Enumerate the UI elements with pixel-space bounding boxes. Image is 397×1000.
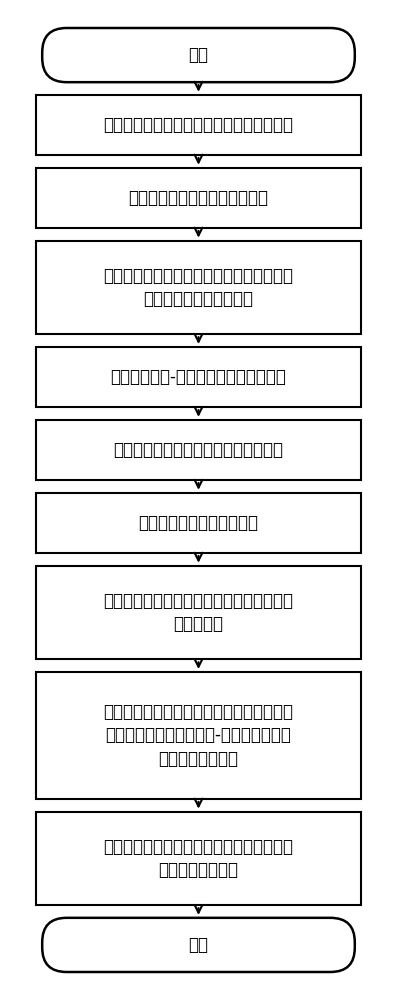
- Text: 搭建以所有园区总运行成本最小化为目标的
考虑阶梯气价的多区域电-气耦合综合能源
系统优化调度模型: 搭建以所有园区总运行成本最小化为目标的 考虑阶梯气价的多区域电-气耦合综合能源 …: [104, 703, 293, 768]
- FancyBboxPatch shape: [42, 28, 355, 82]
- Text: 结束: 结束: [189, 936, 208, 954]
- Text: 输入压缩机线性化分段数与耗气量系数: 输入压缩机线性化分段数与耗气量系数: [114, 441, 283, 459]
- Text: 输入功能园区个数、种类、配能网络参数与
天然气潮流线性化分段数: 输入功能园区个数、种类、配能网络参数与 天然气潮流线性化分段数: [104, 267, 293, 308]
- Bar: [36, 241, 361, 334]
- FancyBboxPatch shape: [42, 918, 355, 972]
- Bar: [36, 420, 361, 480]
- Text: 搭建区域内冷热电联供系统模型: 搭建区域内冷热电联供系统模型: [129, 189, 268, 207]
- Bar: [36, 95, 361, 155]
- Text: 输入峰谷电价、线损单价、阶梯气价、压缩
机耗气单价: 输入峰谷电价、线损单价、阶梯气价、压缩 机耗气单价: [104, 592, 293, 633]
- Text: 搭建压缩机双层线性化模型: 搭建压缩机双层线性化模型: [139, 514, 258, 532]
- Bar: [36, 566, 361, 659]
- Bar: [36, 168, 361, 228]
- Text: 开始: 开始: [189, 46, 208, 64]
- Bar: [36, 347, 361, 407]
- Bar: [36, 493, 361, 553]
- Text: 输入设备参数、负荷与新能源发电预测数据: 输入设备参数、负荷与新能源发电预测数据: [104, 116, 293, 134]
- Bar: [36, 812, 361, 905]
- Text: 搭建多区域电-气耦合综合能源系统模型: 搭建多区域电-气耦合综合能源系统模型: [110, 368, 287, 386]
- Bar: [36, 672, 361, 799]
- Text: 输出各设备运行结果、网络线路状态与区域
运行经济参数结果: 输出各设备运行结果、网络线路状态与区域 运行经济参数结果: [104, 838, 293, 879]
